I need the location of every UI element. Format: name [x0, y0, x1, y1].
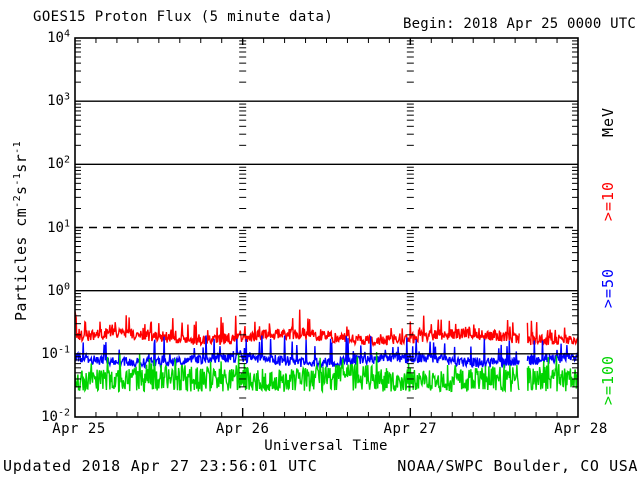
legend-ge100-label: >=100 [599, 354, 617, 406]
chart-title: GOES15 Proton Flux (5 minute data) [33, 9, 334, 25]
y-tick-label: 102 [47, 154, 70, 173]
y-tick-label: 100 [47, 280, 70, 299]
flux-trace-50mev [74, 335, 579, 370]
flux-traces [74, 309, 579, 394]
legend-ge50-label: >=50 [599, 267, 617, 309]
y-tick-label: 104 [47, 28, 70, 46]
y-tick-label: 103 [47, 91, 70, 110]
legend-ge10-label: >=10 [599, 180, 617, 222]
x-axis-label: Universal Time [264, 438, 388, 454]
y-tick-label: 101 [47, 217, 70, 236]
y-tick-label: 10-2 [41, 407, 70, 425]
x-tick-label: Apr 25 [52, 421, 106, 437]
data-source-label: NOAA/SWPC Boulder, CO USA [397, 457, 638, 475]
x-tick-label: Apr 28 [554, 421, 608, 437]
x-tick-label: Apr 27 [383, 421, 438, 437]
flux-trace-100mev [74, 351, 579, 394]
flux-trace-10mev [74, 309, 579, 348]
plot-grid [74, 37, 579, 418]
x-tick-label: Apr 26 [215, 421, 270, 437]
updated-timestamp: Updated 2018 Apr 27 23:56:01 UTC [3, 457, 318, 475]
y-tick-label: 10-1 [41, 344, 70, 362]
legend-mev-title: MeV [599, 106, 617, 138]
begin-timestamp: Begin: 2018 Apr 25 0000 UTC [403, 16, 636, 32]
